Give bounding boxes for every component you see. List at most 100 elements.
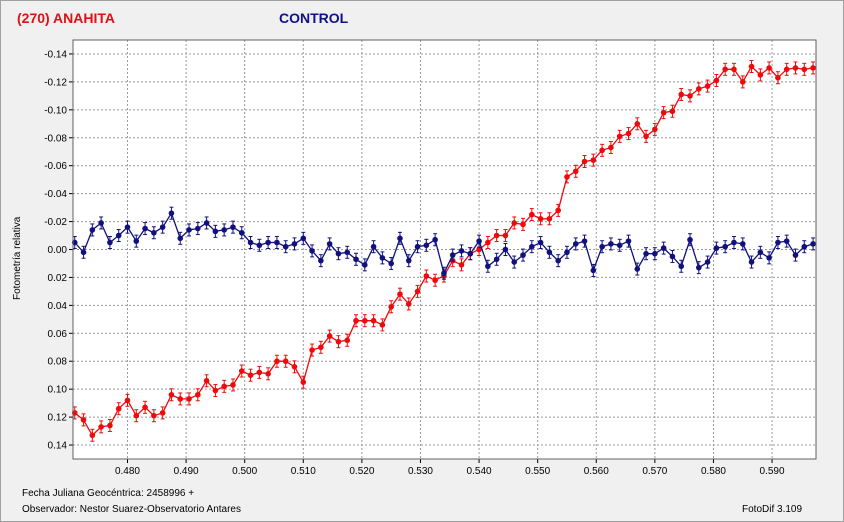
data-point bbox=[616, 238, 623, 252]
data-point bbox=[529, 208, 535, 222]
y-tick-label: 0.08 bbox=[48, 357, 68, 368]
data-point bbox=[731, 62, 737, 76]
data-point bbox=[731, 236, 737, 250]
marker bbox=[704, 83, 711, 89]
marker bbox=[344, 337, 351, 344]
marker bbox=[757, 72, 764, 78]
marker bbox=[159, 410, 166, 416]
data-point bbox=[590, 263, 597, 277]
data-point bbox=[405, 254, 412, 268]
data-point bbox=[177, 392, 184, 406]
marker bbox=[652, 126, 658, 133]
marker bbox=[291, 364, 298, 370]
marker bbox=[485, 263, 491, 270]
marker bbox=[388, 303, 394, 310]
marker bbox=[739, 79, 746, 85]
marker bbox=[739, 241, 746, 247]
marker bbox=[660, 109, 667, 116]
marker bbox=[89, 227, 96, 233]
data-point bbox=[537, 212, 544, 226]
data-point bbox=[590, 153, 597, 167]
data-point bbox=[168, 206, 175, 220]
marker bbox=[432, 277, 438, 284]
marker bbox=[405, 257, 412, 264]
marker bbox=[98, 220, 104, 226]
data-point bbox=[80, 413, 87, 427]
data-point bbox=[203, 374, 210, 388]
data-point bbox=[704, 255, 711, 269]
x-tick-label: 0.510 bbox=[291, 466, 316, 477]
observer-label: Observador: Nestor Suarez-Observatorio A… bbox=[22, 504, 241, 515]
marker bbox=[282, 243, 289, 250]
data-point bbox=[318, 254, 324, 268]
marker bbox=[230, 382, 236, 388]
data-point bbox=[634, 117, 641, 131]
marker bbox=[115, 405, 122, 412]
data-point bbox=[370, 240, 377, 254]
marker bbox=[537, 239, 544, 246]
marker bbox=[107, 239, 113, 246]
marker bbox=[186, 227, 192, 233]
data-point bbox=[300, 375, 307, 389]
y-tick-label: -0.02 bbox=[44, 217, 67, 228]
data-point bbox=[151, 226, 157, 240]
data-point bbox=[766, 61, 772, 75]
data-point bbox=[282, 354, 289, 368]
data-point bbox=[335, 335, 342, 349]
data-point bbox=[757, 68, 764, 82]
marker bbox=[678, 91, 685, 98]
series-control bbox=[71, 206, 816, 280]
marker bbox=[731, 239, 737, 246]
y-tick-label: 0.10 bbox=[48, 385, 68, 396]
data-point bbox=[212, 384, 219, 398]
marker bbox=[124, 224, 131, 230]
data-point bbox=[221, 379, 227, 393]
data-point bbox=[608, 141, 614, 155]
x-tick-label: 0.580 bbox=[701, 466, 726, 477]
marker bbox=[783, 66, 790, 73]
marker bbox=[810, 241, 816, 247]
marker bbox=[572, 241, 579, 247]
data-point bbox=[458, 258, 465, 272]
marker bbox=[546, 215, 553, 222]
marker bbox=[326, 241, 333, 247]
marker bbox=[476, 246, 482, 253]
x-tick-label: 0.520 bbox=[349, 466, 374, 477]
marker bbox=[529, 211, 535, 218]
data-point bbox=[696, 82, 702, 96]
data-point bbox=[238, 364, 245, 378]
data-point bbox=[309, 244, 315, 258]
data-point bbox=[168, 388, 175, 402]
y-tick-label: -0.04 bbox=[44, 189, 67, 200]
marker bbox=[792, 65, 799, 71]
data-point bbox=[502, 243, 509, 256]
data-point bbox=[792, 61, 799, 75]
marker bbox=[247, 239, 254, 246]
y-tick-label: -0.06 bbox=[44, 161, 67, 172]
data-point bbox=[291, 360, 298, 374]
data-point bbox=[476, 234, 482, 248]
marker bbox=[766, 255, 772, 261]
marker bbox=[476, 238, 482, 244]
marker bbox=[379, 255, 386, 261]
data-point bbox=[678, 259, 685, 273]
data-point bbox=[493, 229, 500, 243]
data-point bbox=[546, 245, 553, 259]
marker bbox=[801, 66, 808, 73]
data-point bbox=[142, 400, 148, 414]
data-point bbox=[177, 231, 184, 245]
x-tick-label: 0.480 bbox=[115, 466, 140, 477]
marker bbox=[555, 257, 561, 264]
marker bbox=[353, 317, 359, 324]
data-point bbox=[511, 255, 518, 269]
data-point bbox=[265, 236, 271, 250]
marker bbox=[616, 242, 623, 249]
x-tick-label: 0.590 bbox=[760, 466, 785, 477]
marker bbox=[731, 66, 737, 73]
x-tick-label: 0.490 bbox=[174, 466, 199, 477]
marker bbox=[379, 322, 386, 328]
marker bbox=[265, 239, 271, 246]
data-point bbox=[318, 340, 324, 354]
data-point bbox=[256, 238, 263, 252]
marker bbox=[282, 358, 289, 365]
